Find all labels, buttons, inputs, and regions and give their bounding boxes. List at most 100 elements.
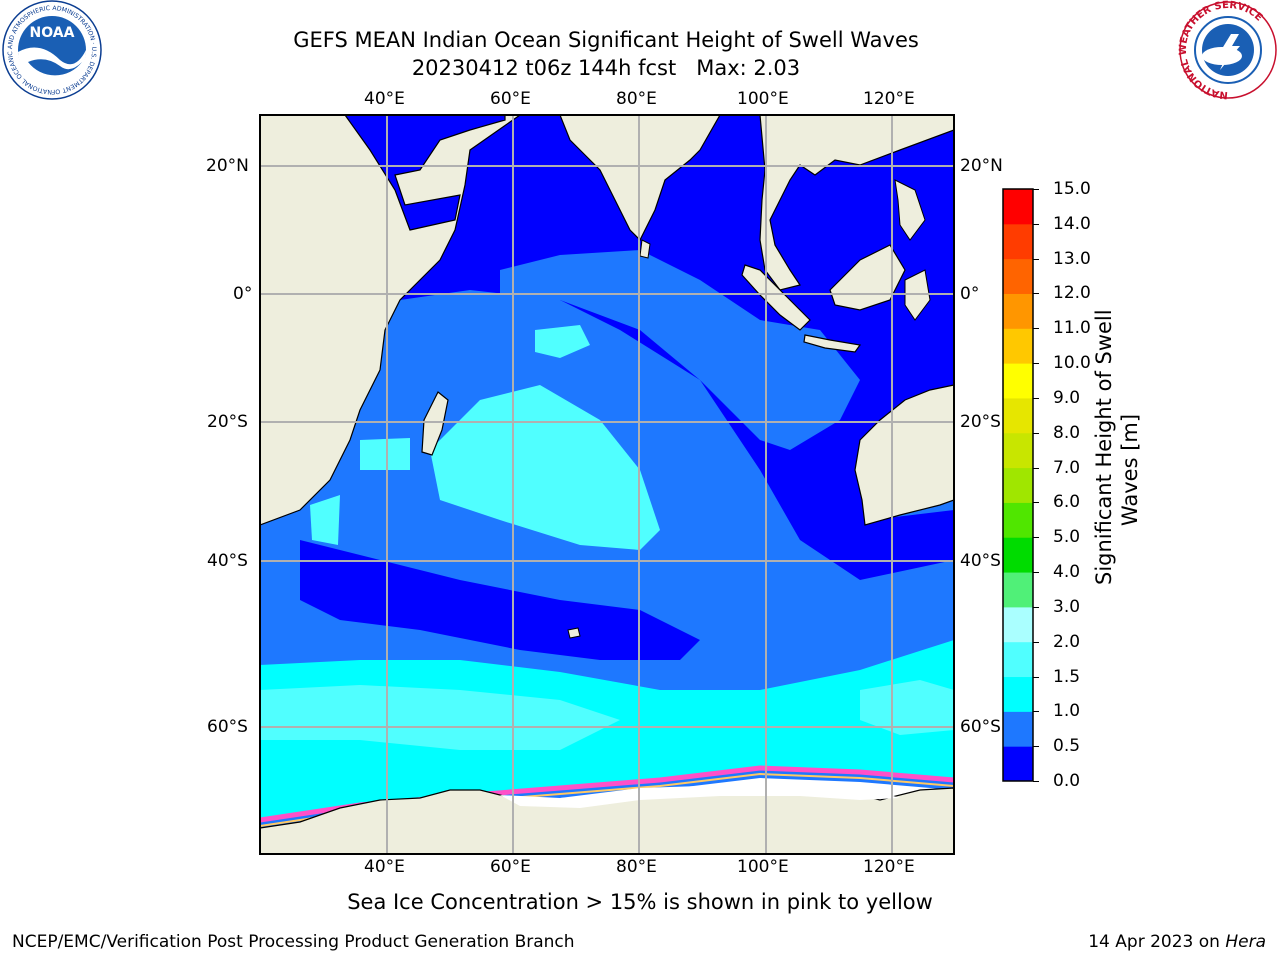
lat-label-left-0: 0° — [233, 284, 253, 304]
colorbar-tick-mark — [1033, 189, 1039, 190]
colorbar-tick-label: 13.0 — [1053, 248, 1091, 269]
colorbar-tick-mark — [1033, 258, 1039, 260]
colorbar-segment — [1003, 258, 1033, 294]
colorbar-segment — [1003, 537, 1033, 573]
lon-label-bottom-40e: 40°E — [364, 857, 405, 877]
swell-cyan-south — [260, 640, 954, 820]
lon-label-top-40e: 40°E — [364, 89, 405, 109]
land-southeast-asia — [759, 115, 954, 291]
land-africa — [260, 115, 954, 526]
colorbar-tick-label: 1.0 — [1053, 701, 1081, 722]
lon-label-bottom-80e: 80°E — [616, 857, 657, 877]
footer-date-text: 14 Apr 2023 on — [1088, 932, 1220, 952]
colorbar-segment — [1003, 293, 1033, 329]
swell-cyan-south-right — [860, 680, 954, 735]
colorbar-tick-mark — [1033, 432, 1039, 434]
colorbar-tick-mark — [1033, 397, 1039, 399]
sea-ice-note: Sea Ice Concentration > 15% is shown in … — [347, 890, 933, 914]
colorbar-segment — [1003, 711, 1033, 747]
map-frame — [259, 114, 955, 855]
lat-label-right-0: 0° — [960, 284, 980, 304]
colorbar-segment — [1003, 676, 1033, 712]
colorbar-tick-mark — [1033, 363, 1039, 365]
lon-label-top-120e: 120°E — [863, 89, 915, 109]
colorbar-tick-label: 0.5 — [1053, 736, 1081, 757]
colorbar-segment — [1003, 502, 1033, 538]
colorbar-segment — [1003, 746, 1033, 782]
colorbar-tick-mark — [1033, 572, 1039, 574]
colorbar-tick-label: 4.0 — [1053, 562, 1081, 583]
lat-label-right-40s: 40°S — [960, 551, 1001, 571]
lat-label-left-40s: 40°S — [207, 551, 248, 571]
footer-credit: NCEP/EMC/Verification Post Processing Pr… — [12, 932, 575, 952]
lon-label-top-60e: 60°E — [490, 89, 531, 109]
colorbar-tick-label: 5.0 — [1053, 527, 1081, 548]
noaa-logo: NATIONAL OCEANIC AND ATMOSPHERIC ADMINIS… — [0, 0, 102, 100]
swell-mid-north — [500, 250, 860, 450]
land-philippines — [894, 179, 926, 241]
colorbar-segment — [1003, 606, 1033, 643]
lon-label-bottom-60e: 60°E — [490, 857, 531, 877]
colorbar-label-line2: Waves [m] — [1118, 413, 1142, 527]
colorbar-tick-mark — [1033, 746, 1039, 748]
colorbar-segment — [1003, 432, 1033, 469]
colorbar-segment — [1003, 397, 1033, 434]
swell-cyan-patch — [535, 325, 590, 358]
colorbar-tick-label: 11.0 — [1053, 318, 1091, 339]
lat-label-right-20n: 20°N — [960, 156, 1003, 176]
footer-host: Hera — [1225, 932, 1266, 952]
swell-low-south — [300, 540, 700, 660]
lat-label-right-60s: 60°S — [960, 717, 1001, 737]
colorbar-segment — [1003, 363, 1033, 399]
lat-label-left-20s: 20°S — [207, 412, 248, 432]
land-sri-lanka — [639, 239, 651, 259]
colorbar-tick-label: 7.0 — [1053, 457, 1081, 478]
lat-label-left-20n: 20°N — [206, 156, 249, 176]
map-area — [259, 114, 955, 855]
colorbar-tick-mark — [1033, 781, 1039, 782]
colorbar-tick-label: 15.0 — [1053, 179, 1091, 199]
colorbar-tick-label: 3.0 — [1053, 596, 1081, 617]
colorbar-segment — [1003, 467, 1033, 503]
colorbar-tick-label: 14.0 — [1053, 213, 1091, 234]
colorbar-tick-label: 8.0 — [1053, 422, 1081, 443]
swell-cyan-patch-2 — [360, 438, 410, 470]
lon-label-bottom-100e: 100°E — [737, 857, 789, 877]
colorbar — [1002, 188, 1034, 782]
colorbar-tick-label: 1.5 — [1053, 666, 1081, 687]
colorbar-tick-label: 2.0 — [1053, 631, 1081, 652]
colorbar-tick-mark — [1033, 711, 1039, 713]
lat-label-left-60s: 60°S — [207, 717, 248, 737]
swell-cyan-central — [430, 385, 660, 550]
colorbar-tick-mark — [1033, 676, 1039, 678]
colorbar-frame — [1002, 188, 1034, 782]
antarctica-ice-shelf — [500, 780, 900, 808]
chart-subtitle: 20230412 t06z 144h fcst Max: 2.03 — [411, 56, 801, 80]
colorbar-tick-mark — [1033, 467, 1039, 469]
colorbar-segment — [1003, 641, 1033, 678]
colorbar-tick-mark — [1033, 537, 1039, 539]
land-kerguelen — [567, 627, 581, 639]
land-sumatra — [741, 264, 811, 331]
swell-cyan-south-bright — [260, 685, 620, 750]
colorbar-tick-mark — [1033, 223, 1039, 225]
swell-cyan-patch-3 — [310, 495, 340, 545]
gridlines — [260, 115, 954, 854]
chart-title: GEFS MEAN Indian Ocean Significant Heigh… — [293, 28, 919, 52]
colorbar-tick-mark — [1033, 606, 1039, 608]
nws-logo: NATIONAL WEATHER SERVICE — [1178, 0, 1277, 100]
colorbar-tick-mark — [1033, 328, 1039, 330]
land-madagascar — [421, 391, 449, 456]
colorbar-tick-mark — [1033, 502, 1039, 504]
colorbar-segment — [1003, 572, 1033, 608]
land-java — [803, 334, 862, 353]
colorbar-segment — [1003, 328, 1033, 364]
colorbar-segment — [1003, 223, 1033, 260]
colorbar-tick-label: 6.0 — [1053, 492, 1081, 513]
colorbar-tick-label: 9.0 — [1053, 387, 1081, 408]
lon-label-top-100e: 100°E — [737, 89, 789, 109]
svg-text:NOAA: NOAA — [30, 25, 75, 41]
colorbar-tick-label: 0.0 — [1053, 771, 1081, 791]
colorbar-label-line1: Significant Height of Swell — [1092, 309, 1116, 585]
colorbar-tick-mark — [1033, 641, 1039, 643]
